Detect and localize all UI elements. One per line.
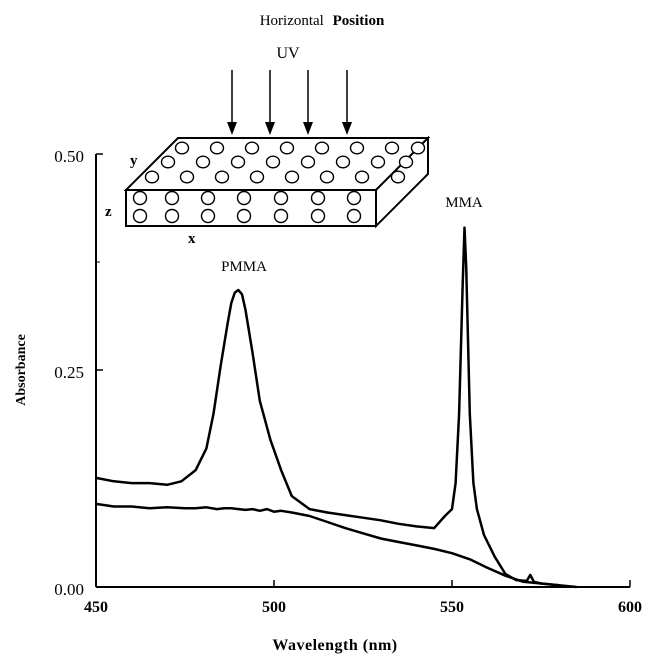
inset-axis-x: x	[188, 231, 196, 247]
particle-circle-top-11	[265, 155, 281, 169]
particle-circle-top-18	[214, 170, 230, 184]
particle-circle-front-4	[273, 190, 289, 206]
series-line-pmma	[95, 502, 559, 587]
particle-circle-top-5	[349, 141, 365, 155]
particle-circle-front-10	[236, 208, 252, 224]
particle-circle-top-7	[410, 141, 426, 155]
particle-circle-top-8	[160, 155, 176, 169]
particle-circle-front-13	[346, 208, 362, 224]
annotation-pmma: PMMA	[221, 259, 267, 275]
particle-circle-top-10	[230, 155, 246, 169]
particle-circle-front-9	[200, 208, 216, 224]
particle-circle-top-6	[384, 141, 400, 155]
series-layer	[95, 226, 577, 589]
x-tick-label-500: 500	[262, 599, 286, 616]
particle-circle-top-0	[174, 141, 190, 155]
particle-circle-top-17	[179, 170, 195, 184]
inset-schematic: UV y z x	[105, 45, 431, 247]
slab-front-face	[125, 189, 377, 227]
uv-arrowhead-4	[342, 122, 352, 135]
header-title-bold: Position	[333, 13, 385, 29]
particle-circle-top-14	[370, 155, 386, 169]
particle-circle-top-23	[390, 170, 406, 184]
particle-circle-front-3	[236, 190, 252, 206]
x-tick-label-600: 600	[618, 599, 642, 616]
particle-circle-top-12	[300, 155, 316, 169]
x-tick-label-550: 550	[440, 599, 464, 616]
particle-circle-front-5	[310, 190, 326, 206]
y-tick-label-0.25: 0.25	[54, 363, 84, 382]
uv-arrowhead-2	[265, 122, 275, 135]
particle-circle-top-21	[319, 170, 335, 184]
particle-circle-top-20	[284, 170, 300, 184]
particle-circle-front-11	[273, 208, 289, 224]
uv-label: UV	[276, 45, 300, 62]
chart-header: Horizontal Position	[260, 13, 385, 29]
y-tick-label-0.50: 0.50	[54, 147, 84, 166]
particle-circle-front-0	[132, 190, 148, 206]
particle-circle-top-19	[249, 170, 265, 184]
particle-circle-top-22	[354, 170, 370, 184]
annotation-mma: MMA	[445, 195, 483, 211]
particle-circle-top-4	[314, 141, 330, 155]
particle-circle-front-2	[200, 190, 216, 206]
particle-circle-front-12	[310, 208, 326, 224]
particle-circle-front-6	[346, 190, 362, 206]
particle-circle-top-3	[279, 141, 295, 155]
uv-arrows	[227, 70, 352, 135]
particle-circle-top-9	[195, 155, 211, 169]
particle-circle-front-8	[164, 208, 180, 224]
series-line-mma	[95, 226, 577, 589]
y-tick-label-0.00: 0.00	[54, 580, 84, 599]
particle-circle-top-16	[144, 170, 160, 184]
particle-circle-top-1	[209, 141, 225, 155]
x-axis-label: Wavelength (nm)	[272, 637, 397, 654]
particle-circles	[132, 141, 426, 224]
particle-circle-top-2	[244, 141, 260, 155]
y-axis-label: Absorbance	[14, 334, 29, 406]
uv-arrowhead-3	[303, 122, 313, 135]
particle-circle-top-13	[335, 155, 351, 169]
uv-arrowhead-1	[227, 122, 237, 135]
inset-axis-z: z	[105, 204, 112, 220]
particle-circle-top-15	[398, 155, 414, 169]
inset-axis-y: y	[130, 153, 138, 169]
x-tick-label-450: 450	[84, 599, 108, 616]
header-title-plain: Horizontal	[260, 13, 324, 29]
particle-circle-front-1	[164, 190, 180, 206]
particle-circle-front-7	[132, 208, 148, 224]
